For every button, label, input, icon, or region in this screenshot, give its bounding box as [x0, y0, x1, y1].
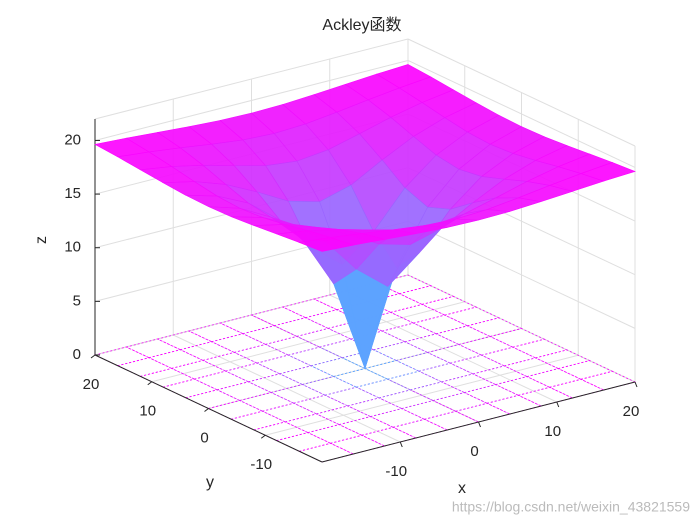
y-tick — [147, 381, 153, 386]
x-tick — [478, 421, 481, 428]
x-tick — [556, 401, 560, 408]
contour-cell — [375, 274, 432, 295]
z-tick-label: 0 — [73, 346, 81, 363]
y-tick-label: -10 — [250, 456, 272, 473]
x-axis-label: x — [458, 480, 466, 497]
x-axis — [321, 381, 636, 463]
x-tick-label: 20 — [623, 403, 640, 420]
x-tick — [634, 381, 638, 388]
x-tick-label: 0 — [470, 443, 478, 460]
y-tick-label: 0 — [200, 429, 208, 446]
chart-title: Ackley函数 — [322, 16, 401, 34]
z-tick-label: 20 — [64, 131, 81, 148]
y-axis-label: y — [206, 474, 214, 491]
y-axis — [94, 354, 323, 463]
grid-line — [407, 60, 636, 168]
watermark: https://blog.csdn.net/weixin_43821559 — [452, 499, 690, 515]
x-tick-label: 10 — [544, 423, 561, 440]
z-tick-label: 10 — [64, 239, 81, 256]
y-tick — [90, 354, 96, 359]
x-tick-label: -10 — [385, 463, 407, 480]
grid-line — [407, 220, 636, 329]
z-tick-label: 15 — [64, 185, 81, 202]
y-tick-label: 10 — [139, 403, 156, 420]
y-tick — [204, 408, 209, 412]
surface-layer — [94, 64, 636, 370]
grid-line — [94, 59, 409, 141]
y-tick — [260, 434, 266, 439]
z-tick-label: 5 — [73, 292, 81, 309]
axes-layer — [90, 119, 638, 463]
surface-cell — [298, 237, 355, 252]
x-tick — [399, 441, 403, 448]
y-tick-label: 20 — [83, 376, 100, 393]
z-axis-label: z — [33, 236, 50, 244]
